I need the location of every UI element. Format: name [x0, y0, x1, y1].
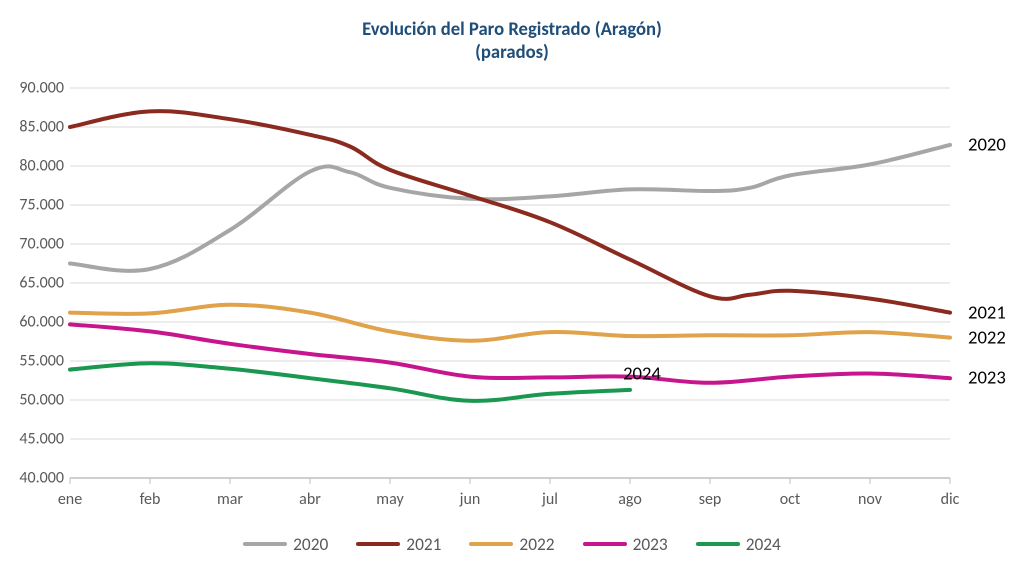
x-tick-label: oct: [780, 490, 801, 509]
y-tick-label: 45.000: [0, 430, 64, 449]
series-inline-label-2024: 2024: [623, 362, 661, 385]
x-tick-label: ene: [58, 490, 82, 509]
legend-item-2024: 2024: [696, 533, 781, 555]
x-tick-label: feb: [140, 490, 161, 509]
y-tick-label: 80.000: [0, 157, 64, 176]
legend-swatch: [243, 542, 287, 546]
x-tick-label: mar: [217, 490, 243, 509]
chart-title-line2: (parados): [0, 41, 1024, 64]
legend-swatch: [696, 542, 740, 546]
chart-svg: [70, 88, 950, 478]
x-tick-label: jul: [542, 490, 558, 509]
y-tick-label: 55.000: [0, 352, 64, 371]
legend-swatch: [469, 542, 513, 546]
x-tick-label: dic: [941, 490, 960, 509]
series-line-2022: [70, 305, 950, 341]
y-tick-label: 65.000: [0, 274, 64, 293]
legend-label: 2020: [293, 533, 328, 555]
y-tick-label: 50.000: [0, 391, 64, 410]
x-tick-label: ago: [618, 490, 642, 509]
legend-label: 2021: [406, 533, 441, 555]
line-chart: Evolución del Paro Registrado (Aragón) (…: [0, 0, 1024, 576]
legend: 2020 2021 2022 2023 2024: [0, 532, 1024, 555]
series-end-label-2021: 2021: [968, 301, 1006, 324]
legend-swatch: [356, 542, 400, 546]
x-tick-label: abr: [299, 490, 321, 509]
series-end-label-2023: 2023: [968, 367, 1006, 390]
y-tick-label: 90.000: [0, 79, 64, 98]
legend-item-2023: 2023: [583, 533, 668, 555]
y-tick-label: 75.000: [0, 196, 64, 215]
y-tick-label: 60.000: [0, 313, 64, 332]
x-tick-label: may: [376, 490, 403, 509]
y-tick-label: 40.000: [0, 469, 64, 488]
legend-item-2020: 2020: [243, 533, 328, 555]
chart-title-line1: Evolución del Paro Registrado (Aragón): [0, 18, 1024, 41]
series-line-2021: [70, 111, 950, 312]
y-tick-label: 85.000: [0, 118, 64, 137]
x-tick-label: nov: [858, 490, 882, 509]
chart-title: Evolución del Paro Registrado (Aragón) (…: [0, 18, 1024, 65]
y-tick-label: 70.000: [0, 235, 64, 254]
plot-area: [70, 88, 950, 478]
legend-label: 2024: [746, 533, 781, 555]
legend-item-2022: 2022: [469, 533, 554, 555]
legend-swatch: [583, 542, 627, 546]
x-tick-label: sep: [699, 490, 722, 509]
legend-item-2021: 2021: [356, 533, 441, 555]
x-tick-label: jun: [460, 490, 481, 509]
series-end-label-2022: 2022: [968, 326, 1006, 349]
legend-label: 2022: [519, 533, 554, 555]
series-end-label-2020: 2020: [968, 133, 1006, 156]
legend-label: 2023: [633, 533, 668, 555]
series-line-2024: [70, 363, 630, 401]
